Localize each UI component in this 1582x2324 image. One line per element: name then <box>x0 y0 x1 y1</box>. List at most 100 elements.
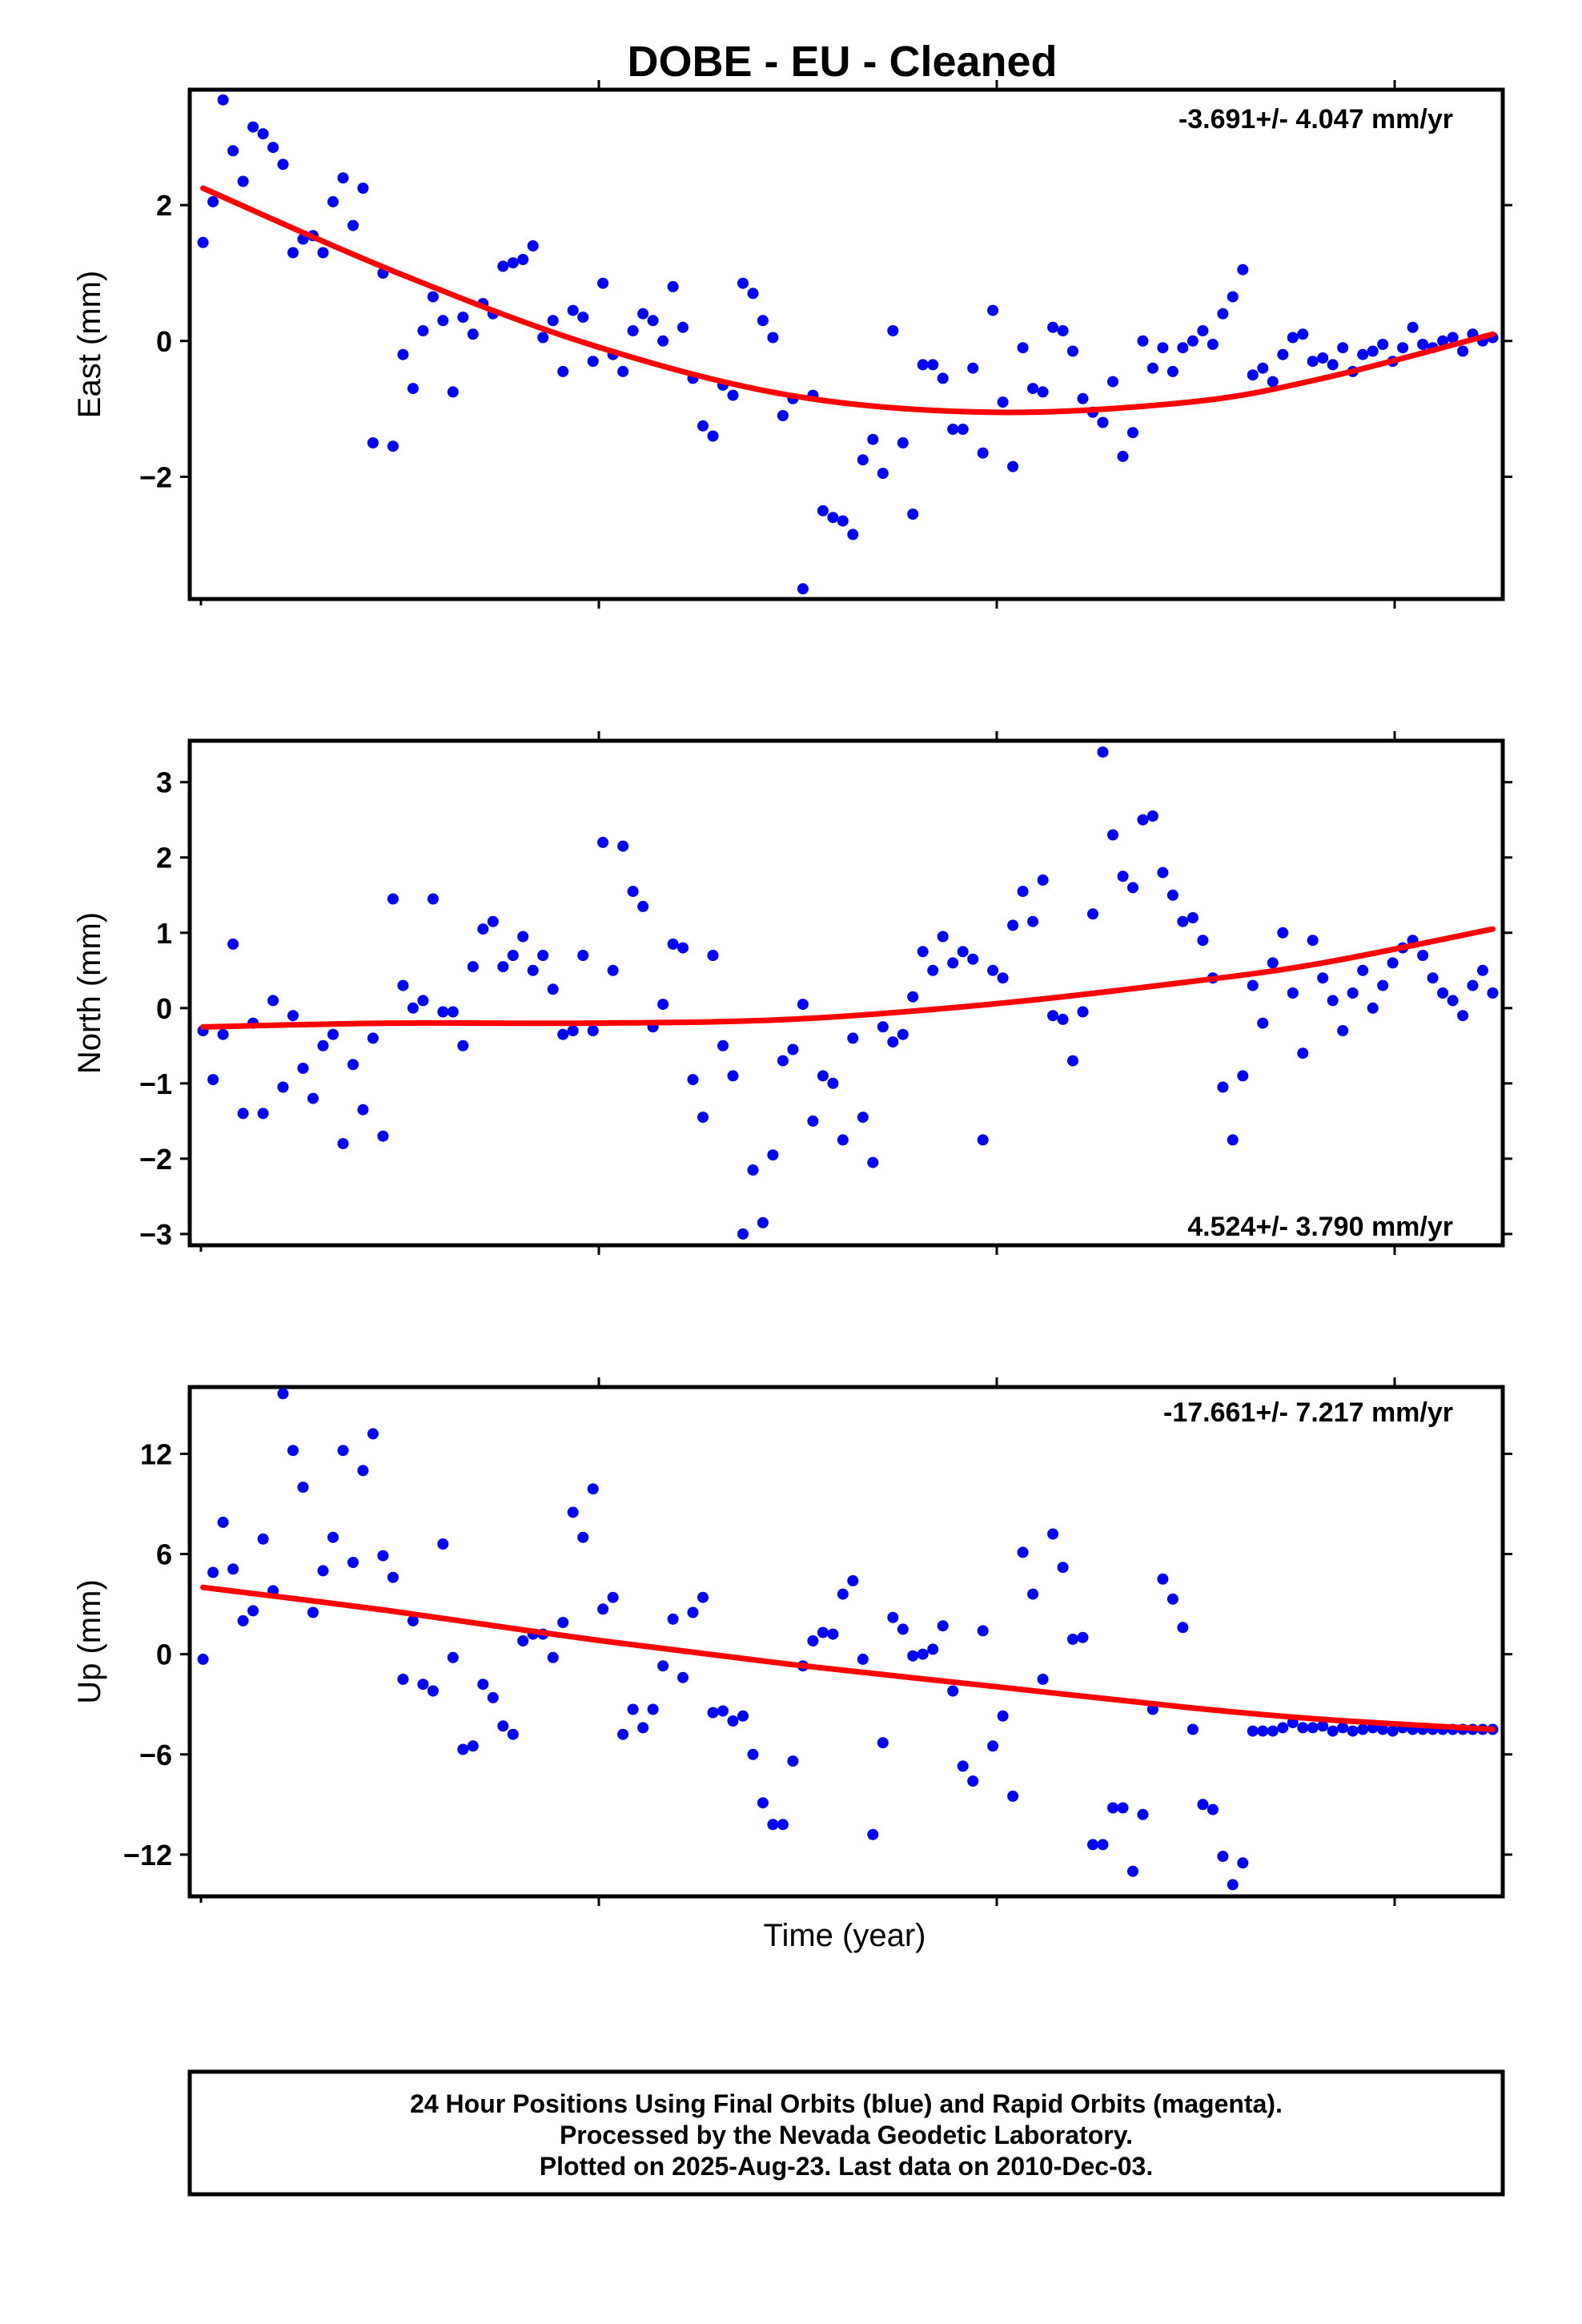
east-point <box>737 277 749 289</box>
up-point <box>707 1707 719 1719</box>
up-point <box>247 1605 259 1617</box>
east-point <box>1157 342 1169 354</box>
north-point <box>777 1055 789 1067</box>
north-point <box>937 931 949 943</box>
up-point <box>617 1728 629 1740</box>
up-point <box>577 1531 589 1543</box>
up-point <box>1377 1723 1389 1735</box>
up-point <box>1297 1722 1309 1734</box>
east-point <box>1257 362 1269 374</box>
up-point <box>867 1828 879 1840</box>
east-point <box>497 260 509 272</box>
up-point <box>657 1660 669 1672</box>
north-point <box>887 1036 899 1048</box>
up-point <box>827 1628 839 1640</box>
east-point <box>1077 392 1089 404</box>
north-point <box>1027 915 1039 927</box>
north-point <box>757 1216 769 1228</box>
north-point <box>1437 987 1449 999</box>
up-point <box>1267 1725 1279 1737</box>
east-point <box>627 325 639 336</box>
north-point <box>1107 829 1118 841</box>
north-point <box>1117 870 1129 883</box>
east-point <box>1067 345 1078 357</box>
east-point <box>1047 321 1059 333</box>
east-fit-line <box>200 185 1496 416</box>
north-point <box>1367 1002 1379 1014</box>
east-point <box>1247 369 1259 381</box>
up-point <box>957 1760 969 1772</box>
north-point <box>367 1032 379 1044</box>
east-point <box>1397 342 1409 354</box>
up-point <box>1237 1857 1249 1869</box>
north-point <box>617 840 629 852</box>
up-point <box>287 1445 299 1457</box>
up-point <box>547 1651 559 1663</box>
east-point <box>257 128 269 140</box>
north-point <box>987 964 999 976</box>
up-point <box>447 1651 459 1663</box>
east-point <box>1207 339 1219 350</box>
north-point <box>1487 987 1499 999</box>
east-point <box>1057 325 1069 336</box>
up-point <box>337 1445 349 1457</box>
north-point <box>957 946 969 958</box>
north-point <box>357 1104 369 1116</box>
east-point <box>327 195 339 207</box>
up-point <box>1037 1673 1049 1685</box>
east-point <box>647 315 659 327</box>
east-point <box>937 372 949 384</box>
north-point <box>317 1039 329 1051</box>
up-point <box>847 1574 859 1586</box>
up-point <box>1047 1528 1059 1540</box>
east-point <box>397 348 409 360</box>
north-point <box>687 1074 699 1086</box>
north-point <box>917 946 929 958</box>
up-point <box>1217 1851 1229 1862</box>
east-point <box>1287 332 1299 344</box>
up-point <box>887 1611 899 1623</box>
east-point <box>1017 342 1029 354</box>
chart-title: DOBE - EU - Cleaned <box>627 38 1057 86</box>
east-point <box>697 420 709 432</box>
north-point <box>557 1028 569 1040</box>
up-point <box>1257 1725 1269 1737</box>
east-point <box>1166 365 1178 377</box>
up-point <box>1307 1722 1319 1734</box>
up-point <box>807 1635 819 1647</box>
east-point <box>887 325 899 336</box>
north-point <box>847 1032 859 1044</box>
east-point <box>1177 342 1189 354</box>
up-point <box>857 1653 869 1665</box>
up-point <box>787 1755 799 1767</box>
north-point <box>897 1028 909 1040</box>
north-point <box>907 991 919 1003</box>
north-fit-line <box>200 926 1496 1030</box>
north-point <box>1197 935 1209 947</box>
north-point <box>347 1059 359 1071</box>
north-point <box>407 1002 419 1014</box>
up-point <box>377 1550 389 1562</box>
north-point <box>447 1006 459 1018</box>
up-point <box>727 1715 739 1727</box>
up-point <box>387 1571 399 1583</box>
up-point <box>667 1613 679 1625</box>
east-point <box>987 304 999 316</box>
up-point <box>297 1482 309 1494</box>
east-point <box>1146 362 1158 374</box>
north-y-tick-label: 3 <box>156 766 172 799</box>
east-y-tick-label: 2 <box>156 189 172 222</box>
north-point <box>1247 979 1259 991</box>
north-point <box>1347 987 1359 999</box>
up-point <box>1017 1546 1029 1558</box>
up-point <box>457 1743 469 1755</box>
north-plot-frame <box>187 738 1505 1248</box>
east-point <box>517 254 529 265</box>
east-point <box>217 94 229 106</box>
north-point <box>1297 1047 1309 1059</box>
up-point <box>277 1388 289 1400</box>
east-point <box>707 430 719 442</box>
east-point <box>1457 345 1469 357</box>
up-point <box>327 1531 339 1543</box>
up-point <box>837 1588 849 1600</box>
